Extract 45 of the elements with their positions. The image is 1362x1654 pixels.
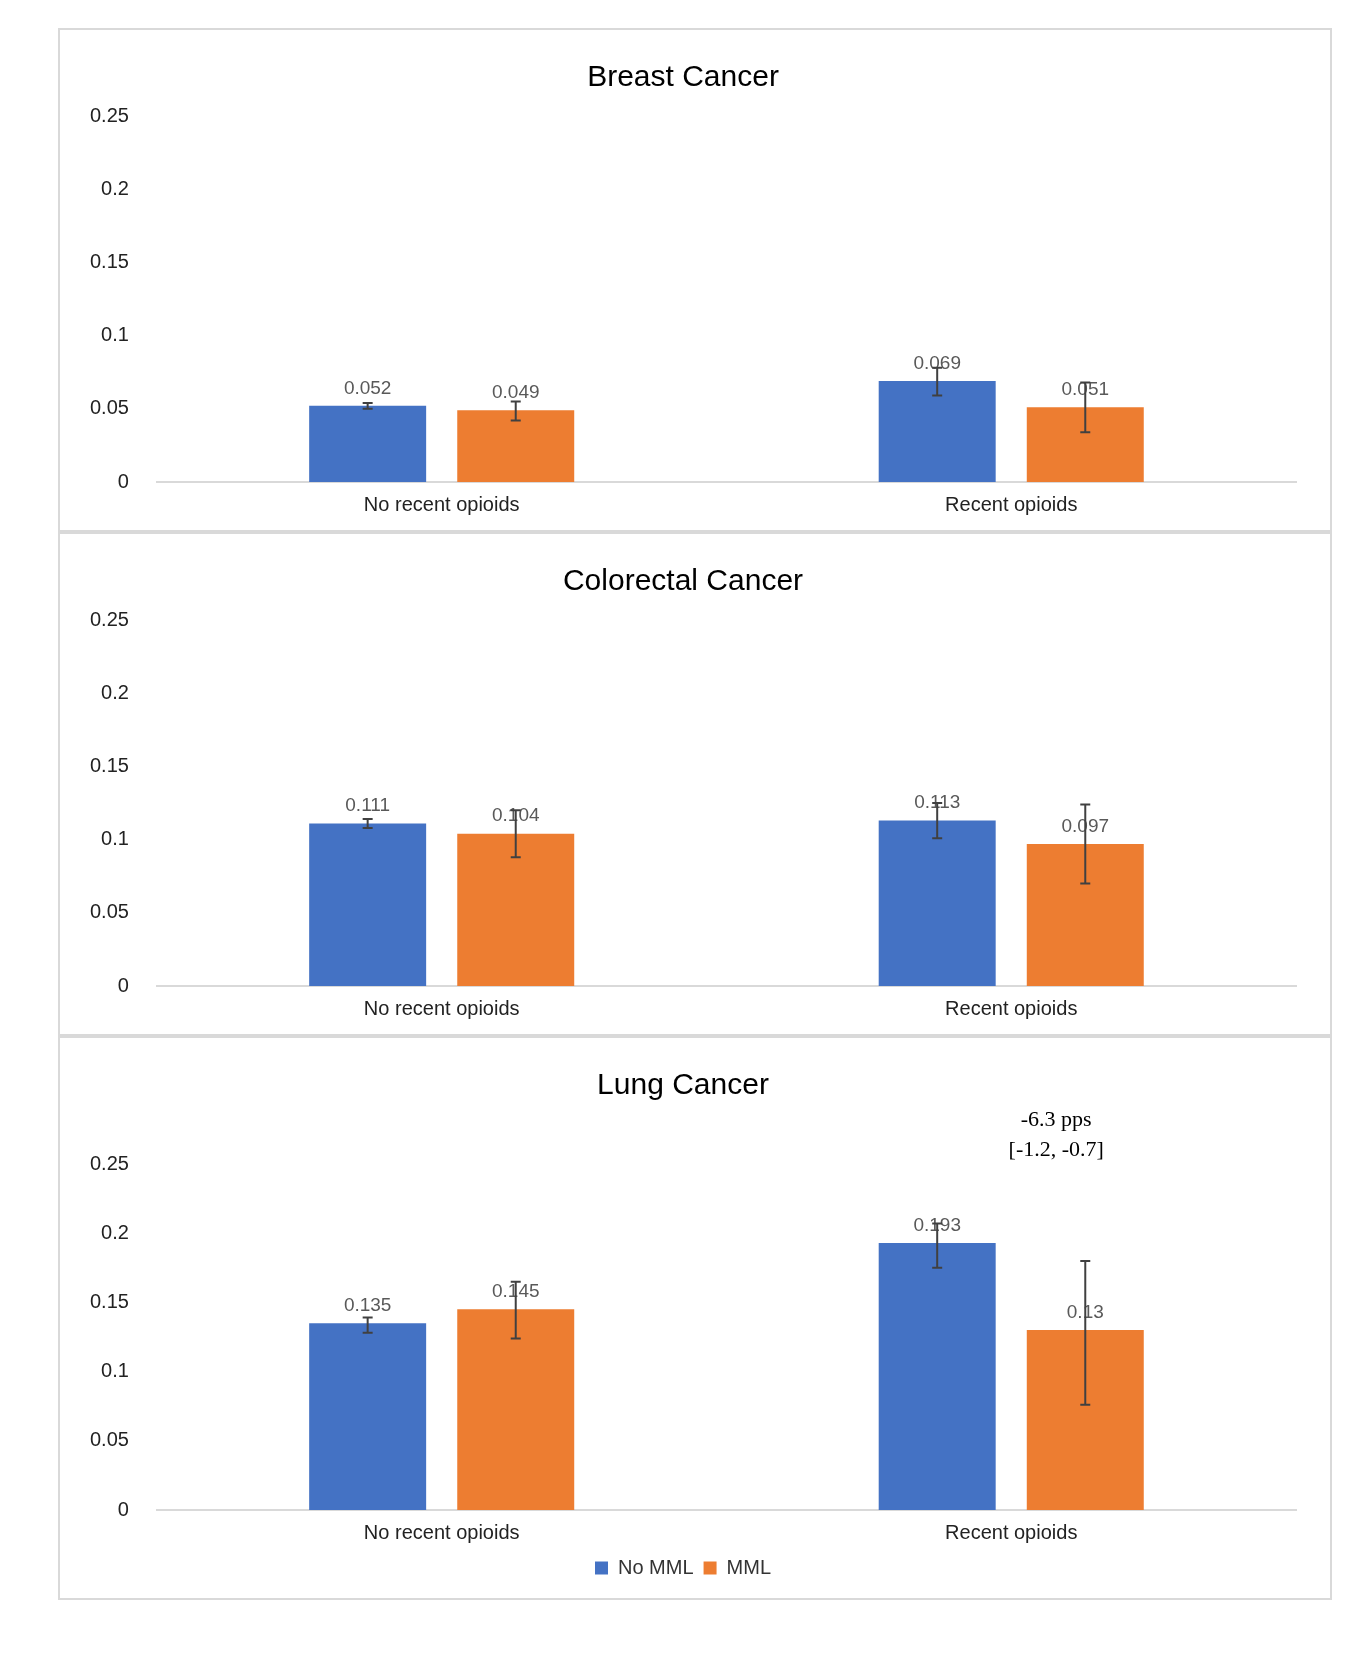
y-tick-label: 0.1 [101,323,129,346]
y-tick-label: 0.2 [101,1220,129,1243]
chart-title: Lung Cancer [597,1067,769,1101]
x-tick-label: Recent opioids [945,996,1078,1019]
bar [457,1309,575,1510]
data-label: 0.069 [913,351,961,373]
y-tick-label: 0 [117,1497,129,1520]
x-tick-label: No recent opioids [363,1520,520,1543]
x-tick-label: Recent opioids [945,1520,1078,1543]
x-tick-label: Recent opioids [945,492,1078,515]
y-tick-label: 0.25 [89,1151,129,1174]
y-tick-label: 0.05 [89,1428,129,1451]
y-tick-label: 0.15 [89,1289,129,1312]
legend-label: No MML [618,1555,694,1578]
y-tick-label: 0.15 [89,753,129,776]
data-label: 0.049 [491,381,540,402]
chart-title: Colorectal Cancer [562,563,804,597]
bar [457,410,575,482]
y-tick-label: 0.2 [101,176,129,199]
y-tick-label: 0.25 [89,103,129,126]
y-tick-label: 0.15 [89,249,129,272]
legend-label: MML [726,1555,772,1578]
data-label: 0.193 [913,1213,961,1235]
chart-title: Breast Cancer [587,59,779,93]
text: -6.3 pps [-1.2, -0.7] [1008,1105,1104,1161]
y-tick-label: 0.1 [101,1359,129,1382]
y-tick-label: 0.2 [101,680,129,703]
data-label: 0.052 [343,376,392,398]
bar [878,380,996,482]
x-tick-label: No recent opioids [363,996,520,1019]
x-tick-label: No recent opioids [363,492,520,515]
bar [878,1242,996,1510]
data-label: 0.113 [914,791,961,813]
y-tick-label: 0 [117,973,129,996]
y-tick-label: 0.05 [89,900,129,923]
y-tick-label: 0.25 [89,607,129,630]
bar [309,405,427,482]
bar [1026,1330,1144,1510]
y-tick-label: 0.1 [101,827,129,850]
data-label: 0.135 [343,1293,392,1315]
data-label: 0.111 [345,794,391,816]
y-tick-label: 0 [117,469,129,492]
y-tick-label: 0.05 [89,396,129,419]
bar [1026,407,1144,482]
bar [309,1323,427,1510]
